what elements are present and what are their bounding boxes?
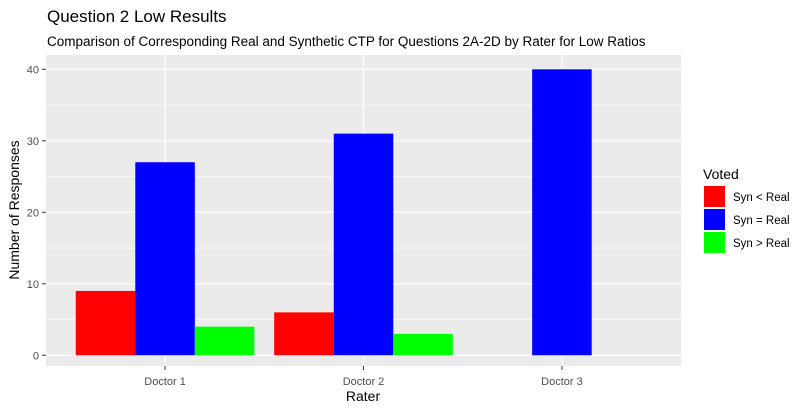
bar [532, 69, 592, 356]
x-tick-label: Doctor 1 [144, 376, 186, 388]
x-axis-title: Rater [346, 388, 381, 404]
x-tick-label: Doctor 2 [343, 376, 385, 388]
bar [135, 162, 195, 356]
y-tick-label: 0 [33, 350, 39, 362]
legend-title: Voted [703, 166, 739, 182]
bar [393, 333, 453, 356]
bar-layer [75, 69, 592, 356]
y-tick-label: 20 [27, 207, 39, 219]
y-axis-title: Number of Responses [6, 140, 22, 279]
chart-title: Question 2 Low Results [47, 7, 227, 26]
chart-subtitle: Comparison of Corresponding Real and Syn… [47, 34, 646, 49]
y-tick-label: 10 [27, 279, 39, 291]
bar [75, 290, 136, 356]
bar [333, 133, 394, 356]
axis-layer: 0 10 20 30 40 Doctor 1 Doctor 2 Doctor 3 [27, 64, 583, 388]
legend-key [704, 186, 725, 207]
legend-label: Syn = Real [733, 215, 790, 227]
bar [274, 312, 334, 356]
legend-key [704, 209, 725, 230]
legend-label: Syn < Real [733, 192, 790, 204]
legend-label: Syn > Real [733, 238, 790, 250]
y-tick-label: 30 [27, 136, 39, 148]
legend: Voted Syn < Real Syn = Real Syn > Real [703, 166, 790, 253]
legend-key [704, 232, 725, 253]
x-tick-label: Doctor 3 [541, 376, 583, 388]
bar [194, 326, 255, 356]
y-tick-label: 40 [27, 64, 39, 76]
